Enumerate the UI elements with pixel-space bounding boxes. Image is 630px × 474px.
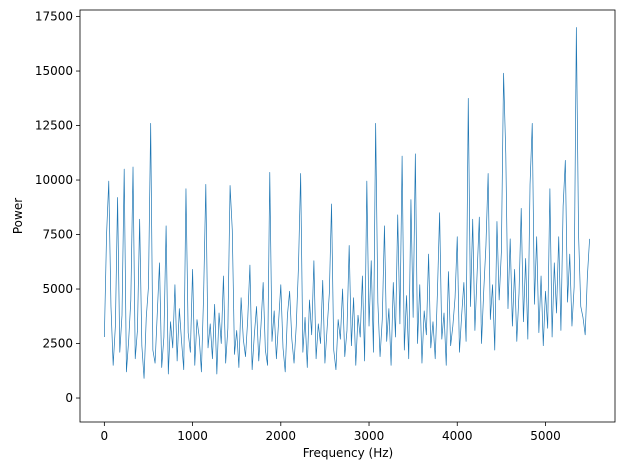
x-tick-label: 0 [101,429,109,443]
y-tick-label: 5000 [42,282,73,296]
y-tick-label: 0 [65,391,73,405]
y-tick-label: 10000 [35,173,73,187]
y-tick-label: 17500 [35,10,73,24]
x-tick-label: 2000 [266,429,297,443]
y-tick-label: 12500 [35,119,73,133]
y-axis-label: Power [11,198,25,234]
x-tick-label: 4000 [442,429,473,443]
line-series [104,27,590,379]
y-tick-label: 15000 [35,64,73,78]
x-axis-label: Frequency (Hz) [303,446,394,460]
y-tick-label: 2500 [42,337,73,351]
x-tick-label: 1000 [177,429,208,443]
x-tick-label: 3000 [354,429,385,443]
y-tick-label: 7500 [42,228,73,242]
x-tick-label: 5000 [530,429,561,443]
plot-frame [79,9,616,423]
